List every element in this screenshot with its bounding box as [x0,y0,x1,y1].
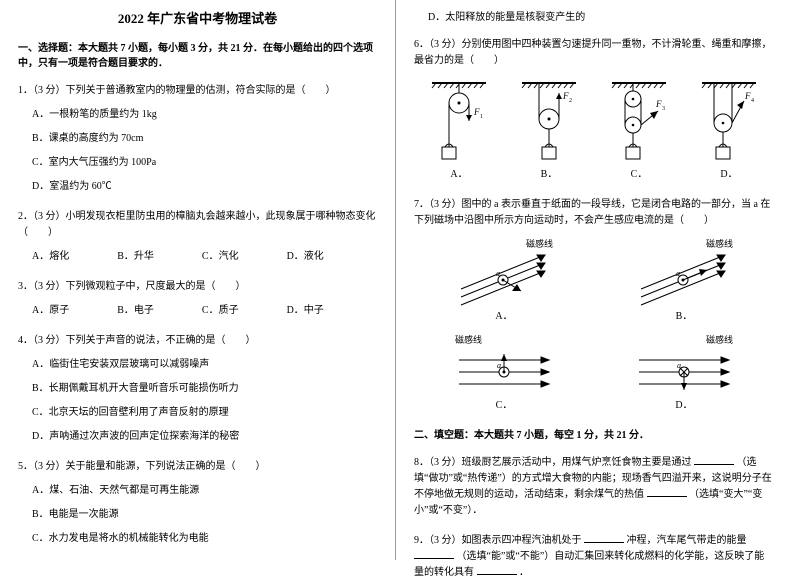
svg-text:2: 2 [569,98,572,104]
q5-option-a: A．煤、石油、天然气都是可再生能源 [32,483,377,499]
q9-part-b: 冲程，汽车尾气带走的能量 [627,535,747,546]
q6-diagram-c: F3 C． [608,77,670,183]
section2-heading: 二、填空题：本大题共 7 小题，每空 1 分，共 21 分． [414,428,774,443]
q5-option-c: C．水力发电是将水的机械能转化为电能 [32,531,377,547]
q2-option-c: C．汽化 [202,249,239,265]
q7-diagrams-row2: 磁感线 a C． [414,333,774,413]
svg-text:4: 4 [751,98,754,104]
q1-option-c: C．室内大气压强约为 100Pa [32,155,377,171]
q4-stem: 4．（3 分）下列关于声音的说法，不正确的是（ ） [18,333,377,349]
svg-text:a: a [677,361,681,370]
q6-diagrams: F1 A． [414,77,774,183]
q1-option-b: B．课桌的高度约为 70cm [32,131,377,147]
right-column: D．太阳释放的能量是核裂变产生的 6．（3 分）分别使用图中四种装置匀速提升同一… [396,0,792,560]
q2-option-d: D．液化 [287,249,324,265]
svg-text:F: F [473,107,480,117]
q9-part-c: （选填“能”或“不能”）自动汇集回来转化成燃料的化学能，这反映了能量的转化具有 [414,551,764,578]
svg-text:3: 3 [662,106,665,112]
q5-stem: 5．（3 分）关于能量和能源，下列说法正确的是（ ） [18,459,377,475]
paper-title: 2022 年广东省中考物理试卷 [18,8,377,27]
left-column: 2022 年广东省中考物理试卷 一、选择题：本大题共 7 小题，每小题 3 分，… [0,0,396,560]
q5-option-b: B．电能是一次能源 [32,507,377,523]
q6-diagram-b: F2 B． [518,77,580,183]
q6-diagram-d: F4 D． [698,77,760,183]
q6-cap-d: D． [698,167,760,183]
q8-part-a: 8．（3 分）班级厨艺展示活动中，用煤气炉烹饪食物主要是通过 [414,457,692,468]
q6-cap-a: A． [428,167,490,183]
q7-mag-label-a: 磁感线 [449,237,559,251]
svg-text:F: F [744,91,751,101]
q6-diagram-a: F1 A． [428,77,490,183]
q4-option-b: B．长期佩戴耳机开大音量听音乐可能损伤听力 [32,381,377,397]
q9-blank-2 [414,549,454,559]
q1-option-a: A．一根粉笔的质量约为 1kg [32,107,377,123]
q7-mag-label-b: 磁感线 [629,237,739,251]
q9-part-a: 9．（3 分）如图表示四冲程汽油机处于 [414,535,582,546]
q7-cap-b: B． [629,309,739,325]
q2-option-a: A．熔化 [32,249,69,265]
section1-heading: 一、选择题：本大题共 7 小题，每小题 3 分，共 21 分．在每小题给出的四个… [18,41,377,71]
question-4: 4．（3 分）下列关于声音的说法，不正确的是（ ） A．临街住宅安装双层玻璃可以… [18,333,377,445]
q7-cap-c: C． [449,398,559,414]
q2-stem: 2．（3 分）小明发现衣柜里防虫用的樟脑丸会越来越小，此现象属于哪种物态变化（ … [18,209,377,241]
question-1: 1．（3 分）下列关于普通教室内的物理量的估测，符合实际的是（ ） A．一根粉笔… [18,83,377,195]
q9-blank-3 [477,565,517,575]
q9-part-d: ． [519,567,529,578]
q3-stem: 3．（3 分）下列微观粒子中，尺度最大的是（ ） [18,279,377,295]
exam-page: 2022 年广东省中考物理试卷 一、选择题：本大题共 7 小题，每小题 3 分，… [0,0,793,560]
q4-option-c: C．北京天坛的回音壁利用了声音反射的原理 [32,405,377,421]
q8-blank-2 [647,487,687,497]
q7-cap-d: D． [629,398,739,414]
q7-diagram-b: 磁感线 a B． [629,237,739,325]
q3-option-a: A．原子 [32,303,69,319]
question-5: 5．（3 分）关于能量和能源，下列说法正确的是（ ） A．煤、石油、天然气都是可… [18,459,377,547]
svg-text:1: 1 [480,114,483,120]
q7-mag-label-c: 磁感线 [449,333,559,347]
q7-diagram-c: 磁感线 a C． [449,333,559,413]
q5-option-d: D．太阳释放的能量是核裂变产生的 [428,8,774,23]
q7-stem: 7．（3 分）图中的 a 表示垂直于纸面的一段导线，它是闭合电路的一部分，当 a… [414,197,774,229]
question-8: 8．（3 分）班级厨艺展示活动中，用煤气炉烹饪食物主要是通过 （选填“做功”或“… [414,455,774,519]
q7-mag-label-d: 磁感线 [629,333,739,347]
svg-text:a: a [496,269,500,278]
q3-option-c: C．质子 [202,303,239,319]
question-6: 6．（3 分）分别使用图中四种装置匀速提升同一重物，不计滑轮重、绳重和摩擦，最省… [414,37,774,183]
svg-text:F: F [562,91,569,101]
q4-option-d: D．声呐通过次声波的回声定位探索海洋的秘密 [32,429,377,445]
question-7: 7．（3 分）图中的 a 表示垂直于纸面的一段导线，它是闭合电路的一部分，当 a… [414,197,774,414]
q1-stem: 1．（3 分）下列关于普通教室内的物理量的估测，符合实际的是（ ） [18,83,377,99]
q6-cap-c: C． [608,167,670,183]
q9-blank-1 [584,533,624,543]
q1-option-d: D．室温约为 60℃ [32,179,377,195]
q6-stem: 6．（3 分）分别使用图中四种装置匀速提升同一重物，不计滑轮重、绳重和摩擦，最省… [414,37,774,69]
q3-option-d: D．中子 [287,303,324,319]
question-3: 3．（3 分）下列微观粒子中，尺度最大的是（ ） A．原子 B．电子 C．质子 … [18,279,377,319]
q7-diagrams-row1: 磁感线 a A． [414,237,774,325]
svg-text:F: F [655,99,662,109]
svg-text:a: a [676,269,680,278]
q3-option-b: B．电子 [117,303,154,319]
question-2: 2．（3 分）小明发现衣柜里防虫用的樟脑丸会越来越小，此现象属于哪种物态变化（ … [18,209,377,265]
q8-blank-1 [694,455,734,465]
q6-cap-b: B． [518,167,580,183]
svg-text:a: a [497,361,501,370]
question-9: 9．（3 分）如图表示四冲程汽油机处于 冲程，汽车尾气带走的能量 （选填“能”或… [414,533,774,581]
q7-diagram-d: 磁感线 a D． [629,333,739,413]
q2-option-b: B．升华 [117,249,154,265]
q7-diagram-a: 磁感线 a A． [449,237,559,325]
q4-option-a: A．临街住宅安装双层玻璃可以减弱噪声 [32,357,377,373]
q7-cap-a: A． [449,309,559,325]
